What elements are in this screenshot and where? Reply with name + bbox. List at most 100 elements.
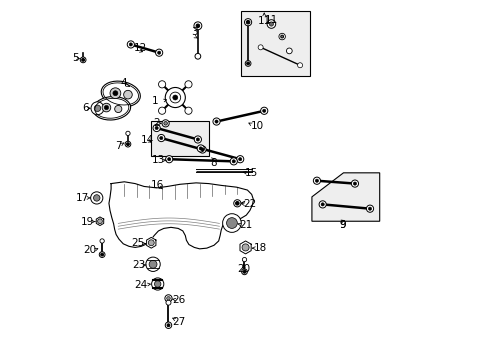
- Circle shape: [154, 281, 161, 287]
- Text: 13: 13: [151, 155, 165, 165]
- Circle shape: [297, 63, 302, 68]
- Text: 7: 7: [115, 141, 122, 151]
- Circle shape: [199, 146, 206, 153]
- Circle shape: [163, 122, 167, 125]
- Circle shape: [164, 295, 172, 302]
- Circle shape: [235, 202, 239, 205]
- Circle shape: [110, 88, 121, 99]
- Circle shape: [158, 134, 164, 141]
- Circle shape: [238, 158, 241, 161]
- Circle shape: [230, 158, 237, 165]
- Text: 5: 5: [72, 53, 79, 63]
- Circle shape: [201, 148, 203, 151]
- Circle shape: [125, 141, 131, 147]
- Circle shape: [172, 95, 178, 100]
- Circle shape: [149, 260, 157, 268]
- Circle shape: [148, 240, 154, 246]
- Circle shape: [162, 120, 169, 127]
- Text: 22: 22: [243, 199, 256, 210]
- Text: 11: 11: [264, 15, 277, 26]
- Text: 10: 10: [250, 121, 263, 131]
- Circle shape: [80, 57, 86, 63]
- Circle shape: [91, 102, 104, 115]
- Text: 27: 27: [172, 317, 185, 327]
- Text: 3: 3: [191, 27, 197, 37]
- Circle shape: [194, 22, 202, 30]
- Circle shape: [158, 107, 165, 114]
- Ellipse shape: [101, 81, 140, 107]
- Circle shape: [81, 58, 84, 61]
- Circle shape: [241, 269, 247, 275]
- Circle shape: [214, 120, 218, 123]
- Circle shape: [90, 192, 102, 204]
- Circle shape: [184, 107, 192, 114]
- Circle shape: [127, 41, 134, 48]
- Text: 2: 2: [153, 118, 159, 128]
- Polygon shape: [96, 217, 103, 226]
- Circle shape: [167, 324, 169, 327]
- Circle shape: [258, 45, 263, 50]
- Circle shape: [232, 160, 235, 163]
- Circle shape: [129, 43, 132, 46]
- Circle shape: [260, 107, 267, 114]
- Circle shape: [155, 49, 163, 56]
- Circle shape: [315, 179, 318, 182]
- Text: 24: 24: [134, 280, 147, 290]
- Circle shape: [366, 205, 373, 212]
- Circle shape: [155, 126, 158, 130]
- Circle shape: [242, 244, 248, 251]
- Circle shape: [196, 24, 199, 28]
- Text: 12: 12: [134, 43, 147, 53]
- Circle shape: [126, 143, 129, 145]
- Circle shape: [244, 19, 251, 26]
- Circle shape: [269, 22, 273, 26]
- Circle shape: [212, 118, 220, 125]
- Text: 6: 6: [82, 103, 89, 113]
- Text: 1: 1: [152, 96, 159, 106]
- Ellipse shape: [93, 96, 130, 120]
- Circle shape: [319, 201, 325, 208]
- Circle shape: [167, 158, 170, 161]
- Circle shape: [286, 48, 292, 54]
- Circle shape: [99, 252, 105, 257]
- Circle shape: [262, 109, 265, 112]
- Circle shape: [242, 257, 246, 262]
- Text: 20: 20: [237, 264, 250, 274]
- Text: 19: 19: [81, 217, 94, 226]
- Circle shape: [226, 218, 237, 228]
- FancyBboxPatch shape: [150, 121, 208, 156]
- Circle shape: [280, 35, 283, 38]
- Circle shape: [233, 200, 241, 207]
- Circle shape: [165, 87, 185, 108]
- Circle shape: [160, 136, 163, 140]
- Text: 11: 11: [257, 17, 270, 27]
- Circle shape: [166, 297, 170, 300]
- Circle shape: [100, 239, 104, 243]
- Circle shape: [246, 21, 249, 24]
- Circle shape: [102, 103, 110, 112]
- Circle shape: [353, 182, 356, 185]
- Text: 15: 15: [244, 168, 258, 178]
- Text: 16: 16: [151, 180, 164, 190]
- Text: 26: 26: [172, 295, 185, 305]
- Circle shape: [165, 156, 172, 163]
- Circle shape: [125, 131, 130, 135]
- Polygon shape: [240, 241, 251, 254]
- Circle shape: [151, 278, 163, 290]
- Circle shape: [113, 91, 118, 96]
- Text: 17: 17: [76, 193, 89, 203]
- Text: 23: 23: [132, 260, 145, 270]
- Circle shape: [243, 270, 245, 273]
- Circle shape: [246, 62, 249, 65]
- Circle shape: [93, 195, 100, 201]
- Text: 21: 21: [239, 220, 252, 230]
- Circle shape: [196, 138, 199, 141]
- Text: 18: 18: [253, 243, 267, 253]
- Text: 25: 25: [131, 238, 144, 248]
- Circle shape: [197, 145, 204, 152]
- Circle shape: [115, 105, 122, 113]
- Circle shape: [278, 33, 285, 40]
- Circle shape: [199, 147, 202, 150]
- Circle shape: [236, 156, 244, 163]
- Circle shape: [157, 51, 161, 54]
